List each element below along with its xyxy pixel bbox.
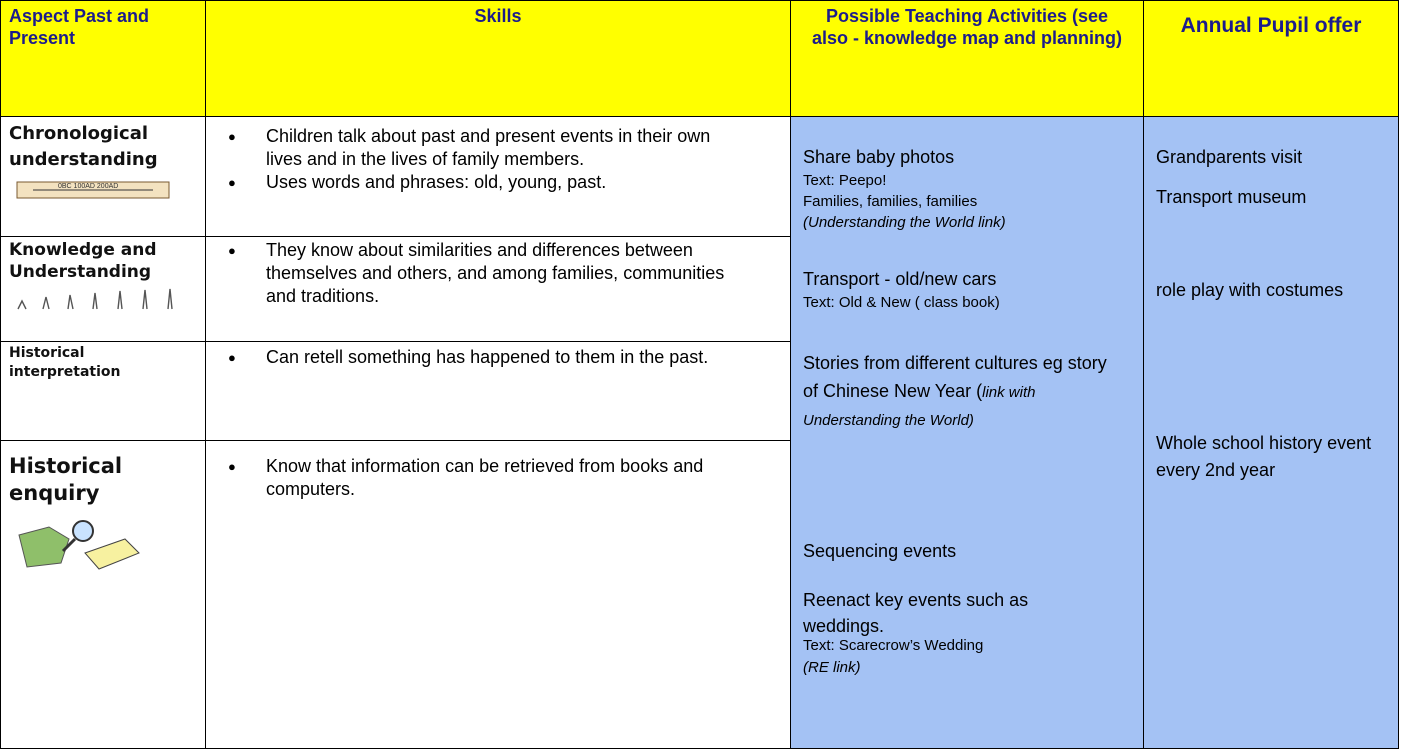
skill-item: Know that information can be retrieved f… <box>206 455 726 501</box>
header-cell: Possible Teaching Activities (see also -… <box>790 0 1144 117</box>
offer-item: Transport museum <box>1156 187 1307 207</box>
aspect-label: Historical enquiry <box>9 454 123 505</box>
activity-text: Text: Old & New ( class book) <box>803 294 1000 311</box>
aspect-cell: Historical enquiry <box>0 440 206 749</box>
offer-cell: Grandparents visit Transport museum role… <box>1143 116 1399 749</box>
evolution-icon <box>17 288 173 310</box>
offer-item: Whole school history event every 2nd yea… <box>1156 433 1372 480</box>
activity-text: Text: Peepo! <box>803 172 887 189</box>
header-text: Possible Teaching Activities (see also -… <box>811 6 1123 48</box>
skills-cell: Children talk about past and present eve… <box>205 116 791 237</box>
activity-note: (RE link) <box>803 659 861 676</box>
skills-list: They know about similarities and differe… <box>206 237 726 308</box>
header-cell: Skills <box>205 0 791 117</box>
skill-item: They know about similarities and differe… <box>206 239 726 308</box>
skills-cell: Know that information can be retrieved f… <box>205 440 791 749</box>
activity-text: Text: Scarecrow’s Wedding <box>803 637 984 654</box>
activities-cell: Share baby photos Text: Peepo! Families,… <box>790 116 1144 749</box>
offer-item: Grandparents visit <box>1156 147 1303 167</box>
activity-title: Reenact key events such as weddings. <box>803 590 1029 636</box>
activity-title: Stories from different cultures eg story… <box>803 353 1107 401</box>
skill-item: Uses words and phrases: old, young, past… <box>206 171 726 194</box>
activity-note: (Understanding the World link) <box>803 214 1006 231</box>
skills-list: Children talk about past and present eve… <box>206 117 726 194</box>
activity-title: Transport - old/new cars <box>803 269 997 289</box>
header-text: Aspect Past and Present <box>9 6 150 48</box>
activity-note: link with Understanding the World) <box>803 384 1036 429</box>
header-cell: Aspect Past and Present <box>0 0 206 117</box>
aspect-label: Knowledge and Understanding <box>9 240 157 282</box>
skills-cell: They know about similarities and differe… <box>205 236 791 342</box>
timeline-icon: 0BC 100AD 200AD <box>16 181 170 199</box>
aspect-label: Chronological understanding <box>9 123 158 170</box>
header-text: Annual Pupil offer <box>1180 14 1362 37</box>
aspect-cell: Historical interpretation <box>0 341 206 441</box>
header-cell: Annual Pupil offer <box>1143 0 1399 117</box>
activity-title: Stories from different cultures eg story… <box>803 349 1123 433</box>
skills-list: Know that information can be retrieved f… <box>206 441 726 501</box>
enquiry-icon <box>18 520 140 570</box>
svg-text:0BC 100AD 200AD: 0BC 100AD 200AD <box>58 183 118 190</box>
skill-item: Children talk about past and present eve… <box>206 125 726 171</box>
header-text: Skills <box>474 6 522 26</box>
aspect-cell: Knowledge and Understanding <box>0 236 206 342</box>
activity-title: Sequencing events <box>803 541 957 561</box>
activity-text: Families, families, families <box>803 193 978 210</box>
skills-list: Can retell something has happened to the… <box>206 342 726 369</box>
skills-cell: Can retell something has happened to the… <box>205 341 791 441</box>
skill-item: Can retell something has happened to the… <box>206 346 726 369</box>
aspect-cell: Chronological understanding 0BC 100AD 20… <box>0 116 206 237</box>
aspect-label: Historical interpretation <box>9 345 121 380</box>
offer-item: role play with costumes <box>1156 280 1344 300</box>
activity-title: Share baby photos <box>803 147 955 167</box>
